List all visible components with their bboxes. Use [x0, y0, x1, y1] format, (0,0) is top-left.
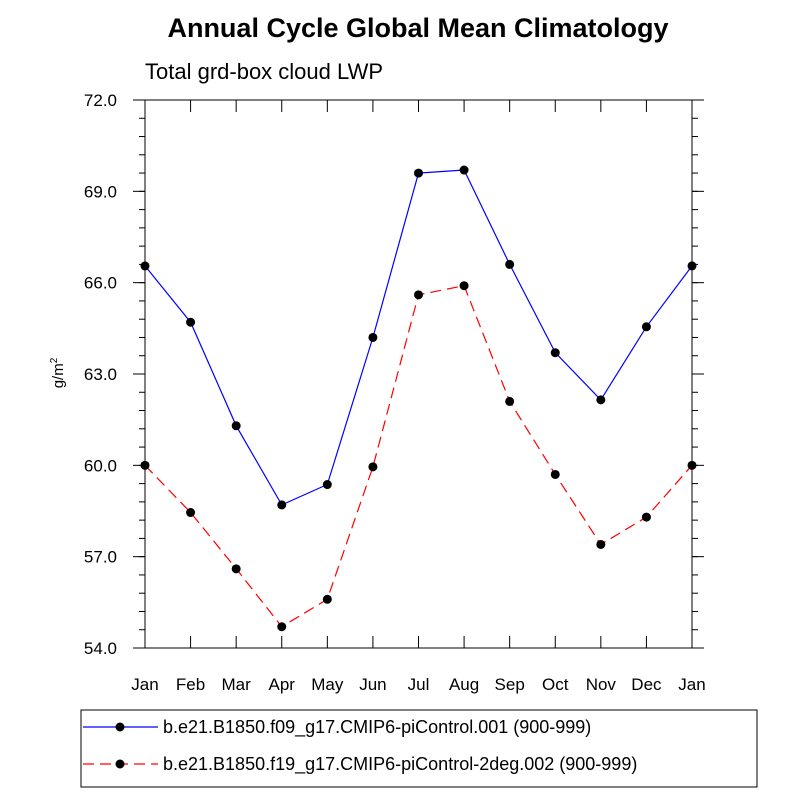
data-point	[596, 539, 606, 549]
x-tick-label: May	[311, 675, 344, 694]
series-line	[144, 285, 693, 628]
data-point	[277, 500, 287, 510]
legend-box	[80, 709, 758, 788]
chart-subtitle: Total grd-box cloud LWP	[145, 59, 383, 84]
data-point	[414, 168, 423, 178]
x-tick-label: Dec	[631, 675, 662, 694]
y-tick-label: 54.0	[84, 639, 117, 658]
legend-marker	[115, 759, 125, 769]
x-tick-label: Jun	[359, 675, 386, 694]
plot-frame	[144, 99, 693, 649]
y-tick-label: 66.0	[84, 274, 117, 293]
data-point	[459, 165, 469, 175]
data-point	[322, 594, 332, 604]
legend-label: b.e21.B1850.f09_g17.CMIP6-piControl.001 …	[163, 717, 591, 738]
data-point	[231, 564, 241, 574]
x-tick-label: Oct	[542, 675, 569, 694]
ticks: Jan Feb Mar Apr May Jun Jul Aug Sep Oct Nov Dec Jan 5…	[84, 91, 706, 694]
legend: b.e21.B1850.f09_g17.CMIP6-piControl.001 …	[83, 717, 637, 775]
data-point	[641, 322, 651, 332]
data-point	[550, 469, 560, 479]
data-point	[322, 480, 332, 490]
legend-marker	[115, 722, 125, 732]
x-tick-label: Jan	[678, 675, 705, 694]
data-point	[641, 512, 651, 522]
svg-text:g/m2: g/m2	[49, 357, 67, 388]
y-axis-label-base: g/m	[50, 363, 67, 388]
series-line	[144, 169, 693, 506]
data-point	[596, 395, 606, 405]
data-point	[505, 396, 515, 406]
x-tick-label: Aug	[449, 675, 479, 694]
y-tick-label: 69.0	[84, 182, 117, 201]
data-point	[186, 317, 196, 327]
data-point	[368, 332, 378, 342]
x-tick-label: Nov	[586, 675, 617, 694]
series-1	[140, 165, 697, 510]
y-axis-label-sup: 2	[49, 357, 60, 363]
y-tick-label: 63.0	[84, 365, 117, 384]
legend-label: b.e21.B1850.f19_g17.CMIP6-piControl-2deg…	[163, 754, 637, 775]
data-point	[140, 460, 150, 470]
y-tick-label: 60.0	[84, 456, 117, 475]
series-2	[140, 281, 697, 632]
chart-title: Annual Cycle Global Mean Climatology	[167, 13, 668, 43]
y-axis-label: g/m2	[49, 357, 67, 388]
data-point	[368, 462, 378, 472]
x-tick-label: Feb	[176, 675, 205, 694]
x-tick-label: Jan	[131, 675, 158, 694]
y-tick-label: 72.0	[84, 91, 117, 110]
data-point	[459, 281, 469, 291]
data-point	[140, 261, 150, 271]
data-point	[277, 622, 287, 632]
data-point	[414, 290, 423, 300]
x-tick-label: Jul	[408, 675, 430, 694]
data-point	[687, 261, 697, 271]
data-point	[505, 259, 515, 269]
x-tick-label: Mar	[222, 675, 252, 694]
data-point	[550, 348, 560, 358]
data-point	[687, 460, 697, 470]
data-point	[231, 421, 241, 431]
data-point	[186, 508, 196, 518]
series-layer	[140, 165, 697, 632]
x-tick-label: Sep	[495, 675, 525, 694]
x-tick-label: Apr	[269, 675, 296, 694]
y-tick-label: 57.0	[84, 548, 117, 567]
